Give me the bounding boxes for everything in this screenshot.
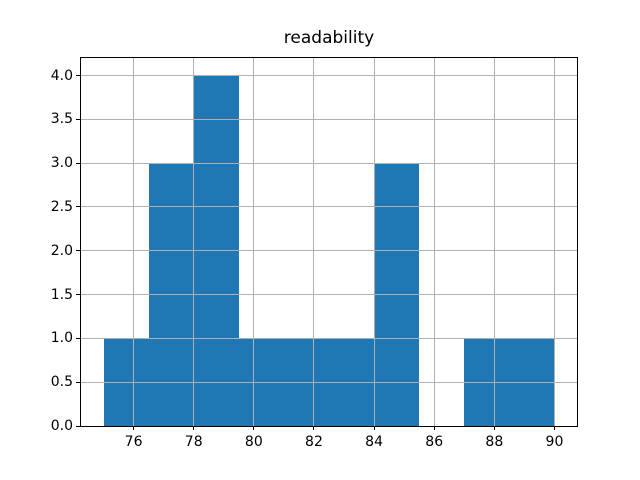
gridline-vertical — [373, 58, 375, 426]
gridline-vertical — [313, 58, 315, 426]
gridline-horizontal — [81, 337, 577, 339]
gridline-horizontal — [81, 425, 577, 427]
gridline-vertical — [493, 58, 495, 426]
x-tick-label: 80 — [244, 434, 263, 450]
gridline-horizontal — [81, 206, 577, 208]
x-tick-mark — [313, 426, 315, 430]
gridline-horizontal — [81, 250, 577, 252]
y-tick-label: 1.0 — [50, 330, 73, 347]
chart-title: readability — [283, 28, 375, 48]
y-tick-label: 2.5 — [50, 198, 73, 215]
y-tick-label: 0.5 — [50, 374, 73, 391]
y-tick-mark — [76, 294, 80, 296]
x-tick-mark — [493, 426, 495, 430]
y-tick-label: 1.5 — [50, 286, 73, 303]
y-tick-mark — [76, 75, 80, 77]
gridline-horizontal — [81, 162, 577, 164]
y-tick-mark — [76, 337, 80, 339]
plot-area: 76 78 80 82 84 86 88 90 0.0 0.5 1.0 1.5 2.0 2.5 3.0 3.5… — [51, 57, 578, 450]
gridline-vertical — [553, 58, 555, 426]
y-tick-label: 0.0 — [50, 418, 73, 434]
y-tick-mark — [76, 250, 80, 252]
x-tick-mark — [133, 426, 135, 430]
x-tick-mark — [193, 426, 195, 430]
gridline-horizontal — [81, 118, 577, 120]
gridline-horizontal — [81, 381, 577, 383]
x-tick-label: 78 — [184, 434, 203, 450]
gridline-horizontal — [81, 75, 577, 77]
y-tick-label: 3.0 — [50, 155, 73, 172]
x-tick-mark — [373, 426, 375, 430]
x-tick-mark — [553, 426, 555, 430]
x-tick-label: 86 — [425, 434, 444, 450]
y-tick-label: 2.0 — [50, 242, 73, 259]
gridline-vertical — [433, 58, 435, 426]
y-tick-label: 3.5 — [50, 111, 73, 128]
y-tick-mark — [76, 381, 80, 383]
x-tick-mark — [433, 426, 435, 430]
y-tick-mark — [76, 118, 80, 120]
y-tick-label: 4.0 — [50, 67, 73, 84]
y-tick-mark — [76, 162, 80, 164]
y-tick-mark — [76, 425, 80, 427]
x-tick-label: 76 — [124, 434, 143, 450]
x-tick-label: 88 — [485, 434, 504, 450]
x-tick-label: 90 — [545, 434, 564, 450]
gridline-vertical — [253, 58, 255, 426]
x-tick-mark — [253, 426, 255, 430]
y-tick-mark — [76, 206, 80, 208]
gridline-vertical — [193, 58, 195, 426]
x-tick-label: 82 — [305, 434, 323, 450]
x-tick-label: 84 — [365, 434, 383, 450]
gridline-horizontal — [81, 294, 577, 296]
gridline-vertical — [133, 58, 135, 426]
